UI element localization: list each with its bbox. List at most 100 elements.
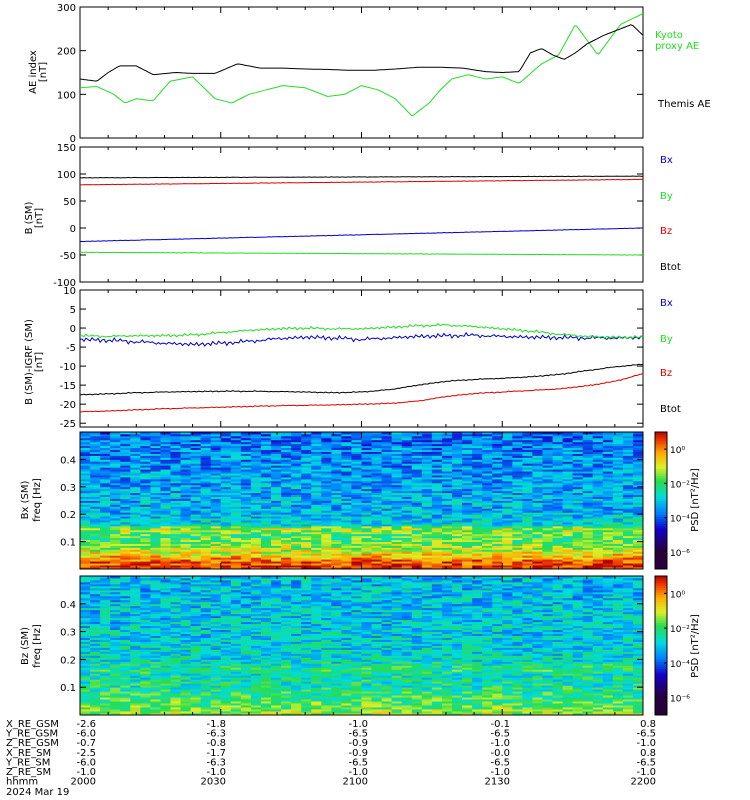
spectrogram-cell — [220, 432, 232, 435]
spectrogram-cell — [90, 518, 101, 521]
spectrogram-cell — [281, 565, 292, 568]
spectrogram-cell — [562, 553, 574, 556]
spectrogram-cell — [401, 439, 413, 443]
spectrogram-cell — [622, 559, 634, 562]
spectrogram-cell — [180, 463, 191, 466]
spectrogram-cell — [250, 433, 262, 437]
spectrogram-cell — [180, 437, 191, 441]
spectrogram-cell — [572, 504, 584, 507]
spectrogram-cell — [281, 506, 292, 509]
spectrogram-cell — [351, 512, 362, 515]
spectrogram-cell — [110, 537, 121, 541]
spectrogram-cell — [321, 549, 332, 552]
spectrogram-cell — [180, 555, 191, 558]
spectrogram-cell — [482, 537, 493, 541]
spectrogram-cell — [80, 693, 91, 696]
spectrogram-cell — [271, 693, 282, 696]
spectrogram-cell — [250, 478, 262, 482]
spectrogram-cell — [441, 713, 453, 716]
spectrogram-cell — [190, 488, 202, 492]
spectrogram-cell — [160, 549, 171, 552]
spectrogram-cell — [441, 699, 453, 702]
spectrogram-cell — [180, 439, 191, 443]
spectrogram-cell — [522, 527, 533, 531]
spectrogram-cell — [190, 529, 202, 533]
spectrogram-cell — [220, 441, 232, 445]
spectrogram-cell — [80, 480, 91, 484]
spectrogram-cell — [381, 459, 393, 462]
spectrogram-cell — [321, 447, 332, 451]
spectrogram-cell — [391, 482, 403, 486]
spectrogram-cell — [240, 557, 252, 560]
spectrogram-cell — [622, 545, 634, 548]
spectrogram-cell — [170, 451, 181, 454]
spectrogram-cell — [472, 437, 483, 441]
spectrogram-cell — [170, 498, 181, 501]
spectrogram-cell — [321, 449, 332, 452]
spectrogram-cell — [472, 469, 483, 472]
spectrogram-cell — [291, 508, 302, 511]
spectrogram-cell — [572, 471, 584, 474]
spectrogram-cell — [341, 488, 352, 492]
spectrogram-cell — [532, 451, 543, 454]
spectrogram-cell — [612, 691, 624, 694]
spectrogram-cell — [150, 523, 161, 527]
spectrogram-cell — [371, 543, 382, 546]
spectrogram-cell — [391, 500, 403, 503]
spectrogram-cell — [110, 697, 121, 700]
spectrogram-cell — [170, 541, 181, 544]
spectrogram-cell — [230, 707, 242, 710]
spectrogram-cell — [612, 492, 624, 496]
spectrogram-cell — [411, 496, 423, 499]
spectrogram-cell — [421, 471, 433, 474]
spectrogram-cell — [632, 527, 644, 531]
spectrogram-cell — [612, 565, 624, 568]
spectrogram-cell — [281, 443, 292, 447]
spectrogram-cell — [130, 555, 141, 558]
spectrogram-cell — [110, 527, 121, 531]
spectrogram-cell — [451, 553, 463, 556]
spectrogram-cell — [291, 465, 302, 468]
spectrogram-cell — [401, 543, 413, 546]
spectrogram-cell — [80, 435, 91, 439]
spectrogram-cell — [532, 490, 543, 494]
spectrogram-cell — [210, 480, 222, 484]
spectrogram-cell — [200, 480, 212, 484]
spectrogram-cell — [462, 539, 473, 542]
spectrogram-cell — [220, 455, 232, 458]
spectrogram-cell — [220, 565, 232, 568]
spectrogram-cell — [411, 565, 423, 568]
spectrogram-cell — [552, 447, 563, 451]
spectrogram-cell — [311, 545, 322, 548]
panel-igrf-ylabel: B (SM)-IGRF (SM) — [24, 319, 35, 405]
spectrogram-cell — [90, 699, 101, 702]
spectrogram-cell — [170, 447, 181, 451]
spectrogram-cell — [100, 520, 111, 523]
spectrogram-cell — [371, 547, 382, 550]
spectrogram-cell — [411, 484, 423, 488]
spectrogram-cell — [532, 496, 543, 499]
spectrogram-cell — [230, 555, 242, 558]
spectrogram-cell — [271, 439, 282, 443]
legend-kyoto-line1: Kyoto — [655, 30, 683, 41]
spectrogram-cell — [572, 453, 584, 456]
spectrogram-cell — [341, 477, 352, 480]
spectrogram-cell — [220, 433, 232, 437]
spectrogram-cell — [431, 504, 443, 507]
spectrogram-cell — [240, 477, 252, 480]
spectrogram-cell — [411, 500, 423, 503]
spectrogram-cell — [482, 527, 493, 531]
spectrogram-cell — [542, 490, 553, 494]
spectrogram-cell — [271, 551, 282, 554]
spectrogram-cell — [321, 529, 332, 533]
spectrogram-cell — [130, 459, 141, 462]
spectrogram-cell — [150, 449, 161, 452]
spectrogram-cell — [200, 563, 212, 566]
spectrogram-cell — [110, 496, 121, 499]
spectrogram-cell — [230, 539, 242, 542]
spectrogram-cell — [100, 508, 111, 511]
spectrogram-cell — [361, 703, 372, 706]
spectrogram-cell — [240, 691, 252, 694]
spectrogram-cell — [180, 471, 191, 474]
